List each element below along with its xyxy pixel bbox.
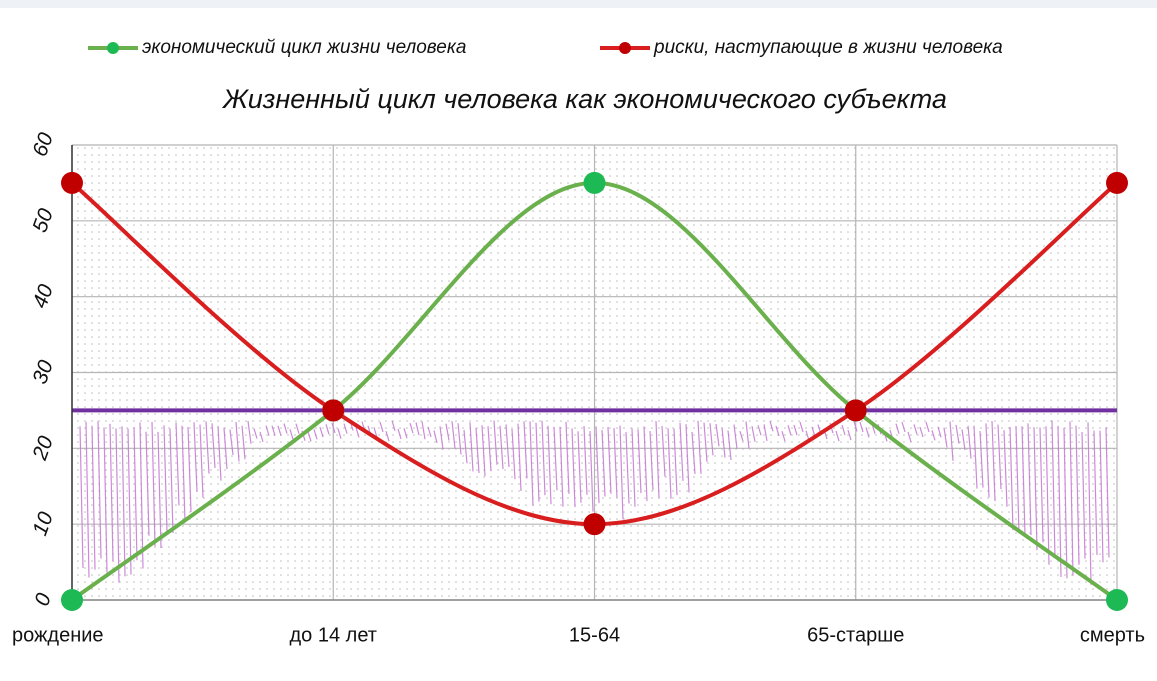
- point: [61, 171, 83, 194]
- legend-item: риски, наступающие в жизни человека: [600, 37, 1003, 58]
- legend-marker: [619, 42, 631, 54]
- legend-label: риски, наступающие в жизни человека: [653, 37, 1003, 58]
- legend-label: экономический цикл жизни человека: [142, 37, 466, 58]
- point: [61, 589, 83, 611]
- x-tick-label: 65-старше: [807, 624, 904, 646]
- point: [583, 513, 606, 536]
- x-tick-label: смерть: [1080, 624, 1145, 646]
- y-tick-label: 30: [28, 357, 58, 387]
- y-tick-label: 60: [28, 129, 58, 159]
- x-tick-label: до 14 лет: [290, 624, 377, 646]
- y-tick-label: 50: [28, 205, 58, 235]
- point: [583, 171, 606, 194]
- x-tick-label: 15-64: [569, 624, 620, 646]
- point: [322, 399, 345, 422]
- x-tick-label: рождение: [12, 624, 104, 646]
- y-tick-label: 10: [28, 509, 58, 539]
- chart-title: Жизненный цикл человека как экономическо…: [221, 84, 947, 114]
- legend-marker: [107, 42, 119, 54]
- point: [844, 399, 867, 422]
- point: [1106, 589, 1128, 611]
- y-tick-label: 20: [28, 433, 58, 464]
- y-tick-label: 0: [30, 590, 56, 609]
- legend-item: экономический цикл жизни человека: [88, 37, 466, 58]
- point: [1106, 171, 1128, 194]
- top-strip: [0, 0, 1157, 8]
- y-tick-label: 40: [28, 281, 58, 311]
